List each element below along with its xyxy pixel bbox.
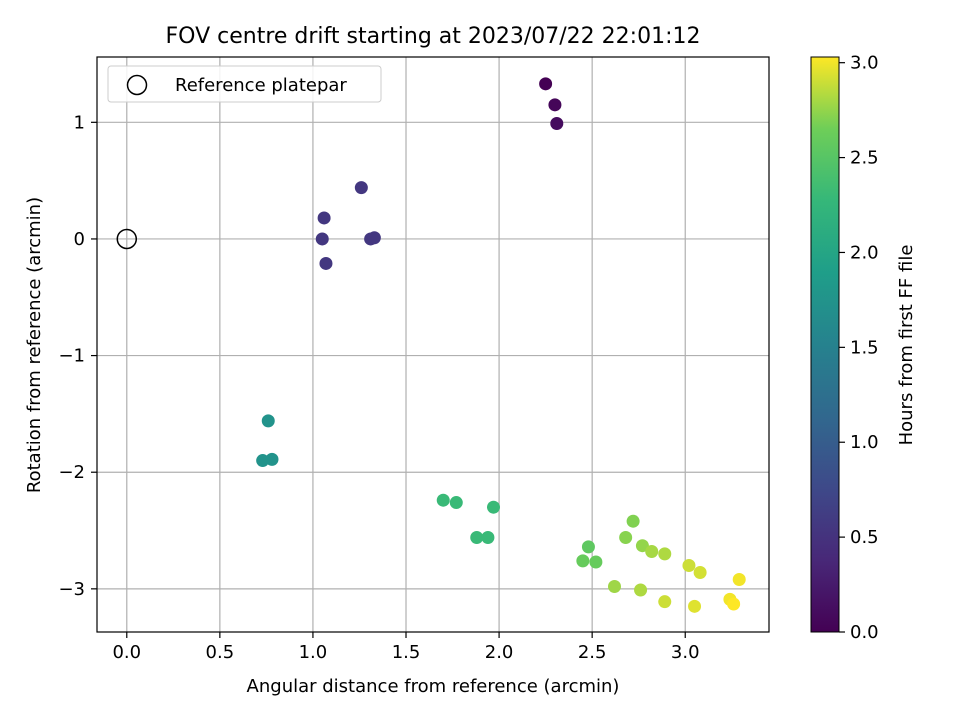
plot-frame <box>96 56 770 633</box>
x-tick-label: 2.0 <box>485 642 514 663</box>
scatter-point <box>693 566 707 580</box>
colorbar-ticks: 0.0 0.5 1.0 1.5 2.0 2.5 3.0 <box>839 53 879 643</box>
legend-box <box>107 65 382 103</box>
scatter-point <box>607 580 621 594</box>
scatter-point <box>727 597 741 611</box>
colorbar-tick-label: 1.0 <box>850 432 879 453</box>
scatter-point <box>319 256 333 270</box>
scatter-point <box>589 555 603 569</box>
colorbar <box>810 56 840 633</box>
colorbar-tick-label: 0.0 <box>850 622 879 643</box>
x-tick-label: 1.5 <box>392 642 421 663</box>
scatter-point <box>449 496 463 510</box>
colorbar-tick-label: 2.0 <box>850 242 879 263</box>
y-axis-label: Rotation from reference (arcmin) <box>24 197 45 493</box>
scatter-point <box>470 531 484 545</box>
colorbar-tick-label: 3.0 <box>850 53 879 74</box>
y-tick-label: −3 <box>58 579 85 600</box>
y-tick-label: −2 <box>58 462 85 483</box>
scatter-point <box>367 231 381 245</box>
scatter-point <box>688 599 702 613</box>
scatter-point <box>658 547 672 561</box>
scatter-point <box>658 595 672 609</box>
scatter-point <box>682 559 696 573</box>
x-tick-label: 0.0 <box>112 642 141 663</box>
scatter-point <box>550 116 564 130</box>
colorbar-tick-label: 1.5 <box>850 337 879 358</box>
colorbar-label: Hours from first FF file <box>896 245 917 446</box>
scatter-point <box>626 514 640 528</box>
scatter-point <box>317 211 331 225</box>
scatter-point <box>265 452 279 466</box>
legend: Reference platepar <box>107 65 382 103</box>
colorbar-tick-label: 0.5 <box>850 527 879 548</box>
x-tick-label: 3.0 <box>671 642 700 663</box>
scatter-point <box>486 500 500 514</box>
scatter-point <box>436 493 450 507</box>
axis-ticks: 0.0 0.5 1.0 1.5 2.0 2.5 3.0 −3 −2 −1 0 1 <box>58 112 699 663</box>
scatter-point <box>619 531 633 545</box>
scatter-point <box>481 531 495 545</box>
scatter-point <box>261 414 275 428</box>
scatter-point <box>581 540 595 554</box>
grid-lines <box>97 57 769 632</box>
scatter-point <box>645 545 659 559</box>
y-tick-label: −1 <box>58 346 85 367</box>
scatter-point <box>354 181 368 195</box>
y-tick-label: 1 <box>74 112 85 133</box>
legend-reference-marker <box>126 74 148 96</box>
scatter-point <box>634 583 648 597</box>
x-axis-label: Angular distance from reference (arcmin) <box>247 676 620 697</box>
scatter-point <box>315 232 329 246</box>
colorbar-tick-label: 2.5 <box>850 148 879 169</box>
scatter-points <box>256 77 746 613</box>
scatter-point <box>576 554 590 568</box>
x-tick-label: 1.0 <box>299 642 328 663</box>
x-tick-label: 2.5 <box>578 642 607 663</box>
reference-marker <box>116 228 138 250</box>
scatter-point <box>732 573 746 587</box>
y-tick-label: 0 <box>74 229 85 250</box>
scatter-point <box>635 539 649 553</box>
chart-title: FOV centre drift starting at 2023/07/22 … <box>166 24 701 49</box>
scatter-point <box>548 98 562 112</box>
scatter-point <box>539 77 553 91</box>
legend-reference-label: Reference platepar <box>175 75 347 96</box>
x-tick-label: 0.5 <box>206 642 235 663</box>
reference-marker-group <box>116 228 138 250</box>
